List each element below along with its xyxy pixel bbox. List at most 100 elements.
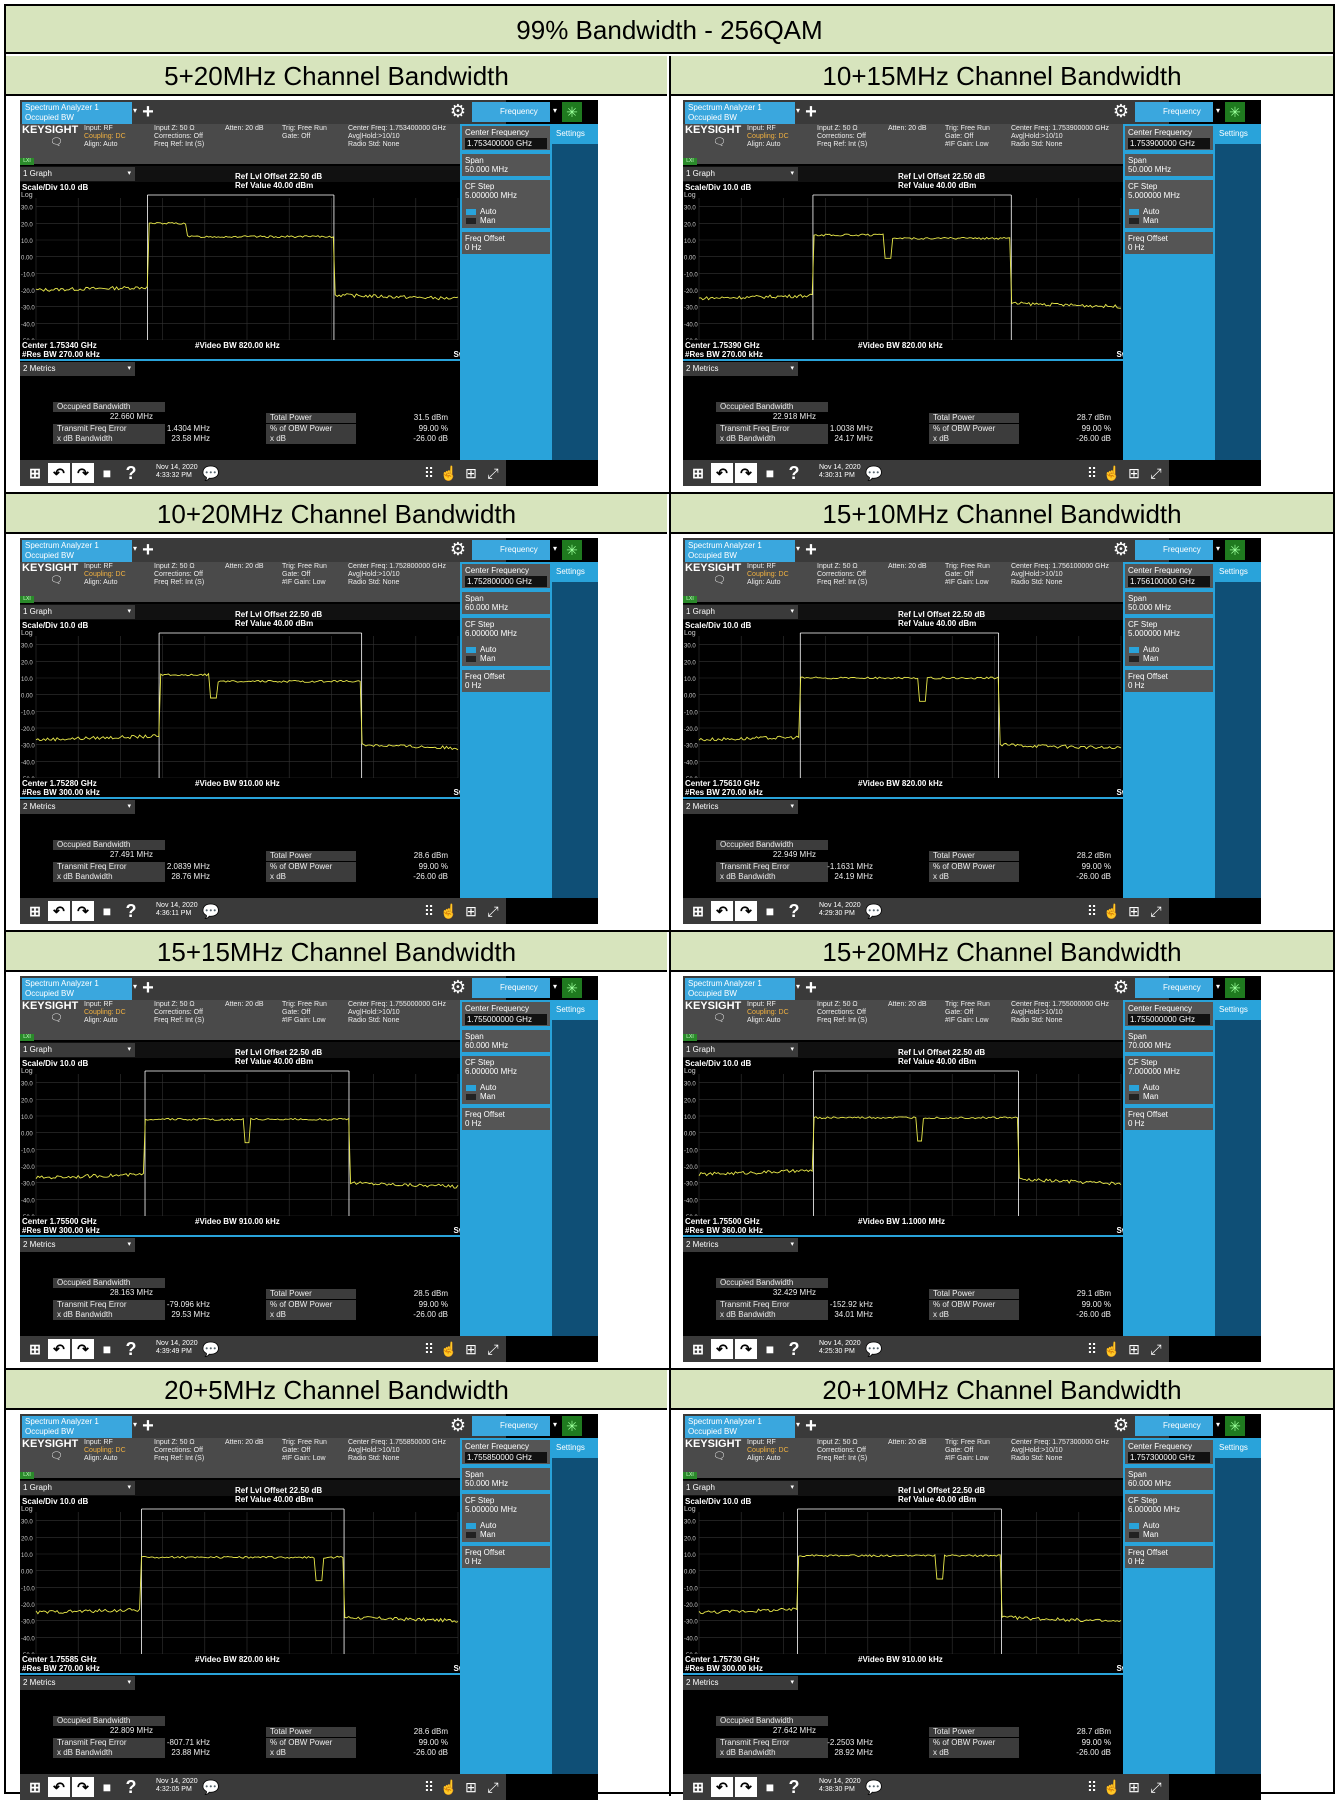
grid-icon[interactable]: ⊞ bbox=[1128, 903, 1140, 919]
frequency-menu-tab[interactable]: Frequency bbox=[1135, 102, 1213, 122]
graph-select[interactable]: 1 Graph ▾ bbox=[20, 1043, 135, 1057]
sweep-status-icon[interactable]: ✳ bbox=[562, 102, 582, 122]
redo-icon[interactable]: ↷ bbox=[735, 1777, 757, 1797]
message-icon[interactable]: 🗨 bbox=[50, 1451, 63, 1462]
span-button[interactable]: Span 60.000 MHz bbox=[462, 592, 550, 614]
add-screen-button[interactable]: + bbox=[805, 1415, 817, 1437]
center-frequency-button[interactable]: Center Frequency 1.753900000 GHz bbox=[1125, 126, 1213, 150]
cf-step-button[interactable]: CF Step 6.000000 MHz bbox=[462, 1056, 550, 1104]
freq-offset-button[interactable]: Freq Offset 0 Hz bbox=[1125, 1108, 1213, 1130]
freq-offset-button[interactable]: Freq Offset 0 Hz bbox=[1125, 232, 1213, 254]
freq-offset-button[interactable]: Freq Offset 0 Hz bbox=[1125, 670, 1213, 692]
grid-icon[interactable]: ⊞ bbox=[465, 903, 477, 919]
center-frequency-button[interactable]: Center Frequency 1.755850000 GHz bbox=[462, 1440, 550, 1464]
cf-step-button[interactable]: CF Step 6.000000 MHz bbox=[462, 618, 550, 666]
message-icon[interactable]: 🗨 bbox=[713, 1451, 726, 1462]
folder-icon[interactable]: ■ bbox=[102, 1779, 112, 1795]
settings-tab[interactable]: Settings bbox=[552, 562, 598, 582]
chevron-down-icon[interactable]: ▾ bbox=[553, 106, 558, 115]
man-radio[interactable]: Man bbox=[1129, 654, 1159, 663]
chevron-down-icon[interactable]: ▾ bbox=[133, 544, 138, 553]
help-icon[interactable]: ? bbox=[788, 901, 800, 921]
spectrum-plot[interactable]: 30.0 20.0 10.0 0.00 -10.0 -20.0 -30.0 -40.0 -50.… bbox=[20, 628, 460, 778]
add-screen-button[interactable]: + bbox=[142, 1415, 154, 1437]
touch-icon[interactable]: ☝ bbox=[1103, 1779, 1121, 1795]
gear-icon[interactable]: ⚙ bbox=[1112, 101, 1130, 121]
touch-icon[interactable]: ☝ bbox=[440, 1779, 458, 1795]
auto-radio[interactable]: Auto bbox=[466, 1083, 496, 1092]
help-icon[interactable]: ? bbox=[788, 463, 800, 483]
help-icon[interactable]: ? bbox=[788, 1339, 800, 1359]
mode-tab[interactable]: Spectrum Analyzer 1 Occupied BW bbox=[685, 1416, 795, 1438]
windows-icon[interactable]: ⊞ bbox=[29, 1779, 41, 1795]
add-screen-button[interactable]: + bbox=[142, 539, 154, 561]
metrics-select[interactable]: 2 Metrics ▾ bbox=[20, 1238, 135, 1252]
sweep-status-icon[interactable]: ✳ bbox=[562, 1416, 582, 1436]
message-icon[interactable]: 🗨 bbox=[50, 575, 63, 586]
graph-select[interactable]: 1 Graph ▾ bbox=[20, 605, 135, 619]
center-frequency-value[interactable]: 1.753400000 GHz bbox=[465, 138, 547, 149]
message-icon[interactable]: 🗨 bbox=[713, 1013, 726, 1024]
windows-icon[interactable]: ⊞ bbox=[29, 1341, 41, 1357]
windows-icon[interactable]: ⊞ bbox=[29, 465, 41, 481]
undo-icon[interactable]: ↶ bbox=[48, 901, 70, 921]
undo-icon[interactable]: ↶ bbox=[48, 1777, 70, 1797]
chevron-down-icon[interactable]: ▾ bbox=[796, 106, 801, 115]
metrics-select[interactable]: 2 Metrics ▾ bbox=[20, 1676, 135, 1690]
touch-icon[interactable]: ☝ bbox=[1103, 1341, 1121, 1357]
cf-step-button[interactable]: CF Step 5.000000 MHz bbox=[462, 180, 550, 228]
undo-icon[interactable]: ↶ bbox=[711, 1777, 733, 1797]
sweep-status-icon[interactable]: ✳ bbox=[562, 978, 582, 998]
spectrum-plot[interactable]: 30.0 20.0 10.0 0.00 -10.0 -20.0 -30.0 -40.0 -50.… bbox=[20, 1504, 460, 1654]
spectrum-plot[interactable]: 30.0 20.0 10.0 0.00 -10.0 -20.0 -30.0 -40.0 -50.… bbox=[683, 190, 1123, 340]
chat-icon[interactable]: 💬 bbox=[865, 465, 883, 481]
settings-tab[interactable]: Settings bbox=[552, 124, 598, 144]
sweep-status-icon[interactable]: ✳ bbox=[1225, 540, 1245, 560]
gear-icon[interactable]: ⚙ bbox=[1112, 539, 1130, 559]
metrics-select[interactable]: 2 Metrics ▾ bbox=[20, 800, 135, 814]
add-screen-button[interactable]: + bbox=[805, 539, 817, 561]
maximize-icon[interactable]: ⤢ bbox=[487, 1779, 499, 1795]
man-radio[interactable]: Man bbox=[1129, 1092, 1159, 1101]
gear-icon[interactable]: ⚙ bbox=[1112, 977, 1130, 997]
center-frequency-value[interactable]: 1.755850000 GHz bbox=[465, 1452, 547, 1463]
maximize-icon[interactable]: ⤢ bbox=[487, 903, 499, 919]
keypad-icon[interactable]: ⠿ bbox=[423, 1341, 435, 1357]
metrics-select[interactable]: 2 Metrics ▾ bbox=[20, 362, 135, 376]
message-icon[interactable]: 🗨 bbox=[50, 1013, 63, 1024]
touch-icon[interactable]: ☝ bbox=[1103, 465, 1121, 481]
folder-icon[interactable]: ■ bbox=[765, 1341, 775, 1357]
graph-select[interactable]: 1 Graph ▾ bbox=[20, 167, 135, 181]
chevron-down-icon[interactable]: ▾ bbox=[133, 1420, 138, 1429]
center-frequency-value[interactable]: 1.756100000 GHz bbox=[1128, 576, 1210, 587]
chevron-down-icon[interactable]: ▾ bbox=[553, 544, 558, 553]
message-icon[interactable]: 🗨 bbox=[50, 137, 63, 148]
maximize-icon[interactable]: ⤢ bbox=[1150, 465, 1162, 481]
maximize-icon[interactable]: ⤢ bbox=[1150, 1341, 1162, 1357]
freq-offset-button[interactable]: Freq Offset 0 Hz bbox=[462, 1108, 550, 1130]
grid-icon[interactable]: ⊞ bbox=[465, 1779, 477, 1795]
graph-select[interactable]: 1 Graph ▾ bbox=[683, 1043, 798, 1057]
redo-icon[interactable]: ↷ bbox=[735, 1339, 757, 1359]
spectrum-plot[interactable]: 30.0 20.0 10.0 0.00 -10.0 -20.0 -30.0 -40.0 -50.… bbox=[683, 1066, 1123, 1216]
windows-icon[interactable]: ⊞ bbox=[692, 1779, 704, 1795]
center-frequency-button[interactable]: Center Frequency 1.755000000 GHz bbox=[462, 1002, 550, 1026]
folder-icon[interactable]: ■ bbox=[102, 903, 112, 919]
chat-icon[interactable]: 💬 bbox=[865, 1341, 883, 1357]
undo-icon[interactable]: ↶ bbox=[48, 463, 70, 483]
frequency-menu-tab[interactable]: Frequency bbox=[1135, 978, 1213, 998]
chat-icon[interactable]: 💬 bbox=[202, 903, 220, 919]
maximize-icon[interactable]: ⤢ bbox=[487, 465, 499, 481]
help-icon[interactable]: ? bbox=[125, 901, 137, 921]
center-frequency-value[interactable]: 1.755000000 GHz bbox=[465, 1014, 547, 1025]
frequency-menu-tab[interactable]: Frequency bbox=[1135, 540, 1213, 560]
center-frequency-value[interactable]: 1.755000000 GHz bbox=[1128, 1014, 1210, 1025]
gear-icon[interactable]: ⚙ bbox=[449, 1415, 467, 1435]
mode-tab[interactable]: Spectrum Analyzer 1 Occupied BW bbox=[22, 540, 132, 562]
gear-icon[interactable]: ⚙ bbox=[449, 101, 467, 121]
help-icon[interactable]: ? bbox=[788, 1777, 800, 1797]
center-frequency-value[interactable]: 1.753900000 GHz bbox=[1128, 138, 1210, 149]
freq-offset-button[interactable]: Freq Offset 0 Hz bbox=[462, 232, 550, 254]
frequency-menu-tab[interactable]: Frequency bbox=[472, 102, 550, 122]
freq-offset-button[interactable]: Freq Offset 0 Hz bbox=[462, 670, 550, 692]
